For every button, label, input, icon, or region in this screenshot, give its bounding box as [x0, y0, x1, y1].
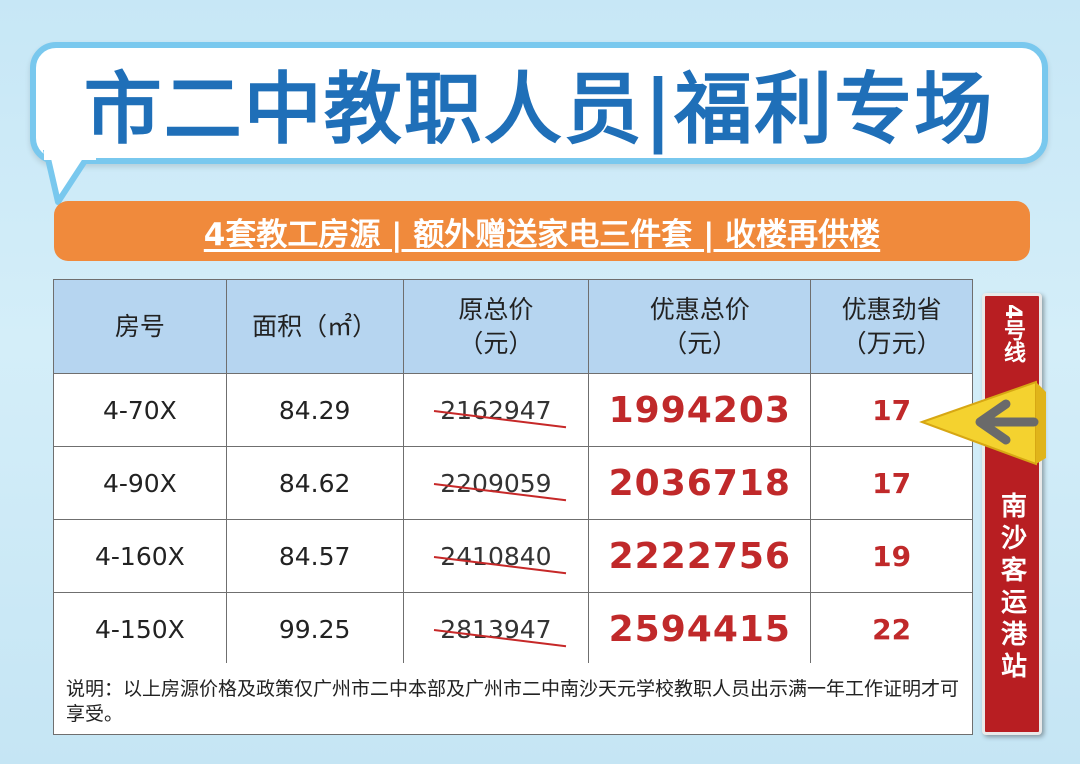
- saving-value: 19: [810, 519, 973, 593]
- discount-price: 2222756: [588, 519, 812, 593]
- original-price-cell: 2410840: [402, 519, 590, 593]
- metro-line-label: 4号线: [1000, 304, 1025, 364]
- title-bubble: [30, 42, 1048, 164]
- area-value: 84.62: [225, 446, 404, 520]
- original-price-cell: 2209059: [402, 446, 590, 520]
- original-price: 2162947: [440, 395, 552, 425]
- original-price-cell: 2162947: [402, 373, 590, 447]
- disclaimer-note: 说明：以上房源价格及政策仅广州市二中本部及广州市二中南沙天元学校教职人员出示满一…: [53, 663, 973, 735]
- table-row: 4-150X 99.25 2813947 2594415 22: [53, 592, 973, 666]
- price-table: 房号 面积（㎡） 原总价 （元） 优惠总价 （元） 优惠劲省 （万元） 4-70X 8…: [53, 279, 973, 666]
- benefits-banner: 4套教工房源 | 额外赠送家电三件套 | 收楼再供楼: [54, 201, 1030, 261]
- original-price-cell: 2813947: [402, 592, 590, 666]
- table-header-row: 房号 面积（㎡） 原总价 （元） 优惠总价 （元） 优惠劲省 （万元）: [53, 279, 973, 374]
- room-number: 4-70X: [53, 373, 227, 447]
- header-saving: 优惠劲省 （万元）: [810, 279, 973, 374]
- header-original-price: 原总价 （元）: [402, 279, 590, 374]
- table-row: 4-90X 84.62 2209059 2036718 17: [53, 446, 973, 520]
- original-price: 2209059: [440, 468, 552, 498]
- discount-price: 2594415: [588, 592, 812, 666]
- discount-price: 2036718: [588, 446, 812, 520]
- saving-value: 17: [810, 373, 973, 447]
- room-number: 4-160X: [53, 519, 227, 593]
- table-row: 4-160X 84.57 2410840 2222756 19: [53, 519, 973, 593]
- area-value: 84.29: [225, 373, 404, 447]
- station-name: 南沙客运港站: [996, 492, 1027, 684]
- original-price: 2813947: [440, 614, 552, 644]
- page-title: 市二中教职人员|福利专场: [83, 65, 995, 155]
- header-area: 面积（㎡）: [225, 279, 404, 374]
- left-arrow-icon: [919, 380, 1046, 466]
- room-number: 4-150X: [53, 592, 227, 666]
- metro-station-sign: 4号线 南沙客运港站: [982, 293, 1042, 735]
- room-number: 4-90X: [53, 446, 227, 520]
- original-price: 2410840: [440, 541, 552, 571]
- table-row: 4-70X 84.29 2162947 1994203 17: [53, 373, 973, 447]
- speech-bubble-tail: [43, 150, 96, 205]
- area-value: 84.57: [225, 519, 404, 593]
- header-room: 房号: [53, 279, 227, 374]
- area-value: 99.25: [225, 592, 404, 666]
- saving-value: 22: [810, 592, 973, 666]
- header-discount-price: 优惠总价 （元）: [588, 279, 812, 374]
- discount-price: 1994203: [588, 373, 812, 447]
- saving-value: 17: [810, 446, 973, 520]
